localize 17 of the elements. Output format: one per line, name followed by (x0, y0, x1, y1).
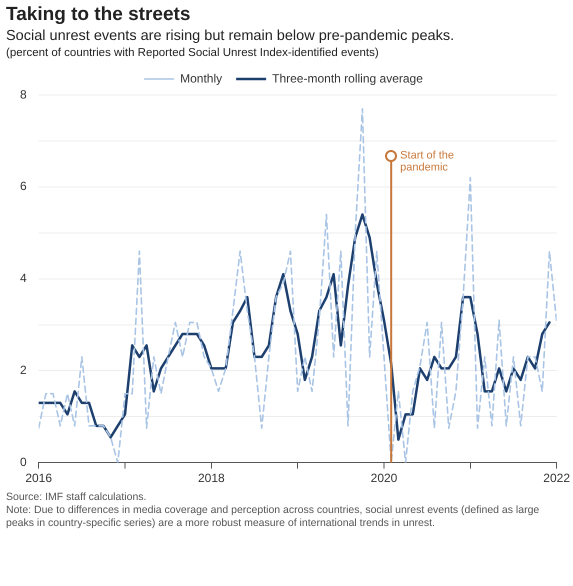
y-tick-label: 4 (20, 271, 27, 286)
x-tick-label: 2016 (25, 471, 52, 486)
y-tick-label: 0 (20, 454, 27, 469)
y-axis-title: (percent of countries with Reported Social Unrest Index-identified events) (6, 47, 380, 59)
y-tick-label: 8 (20, 87, 27, 102)
source-note: Source: IMF staff calculations. (6, 491, 148, 504)
text: Note: Due to differences in media coverage and perception across countries, social unrest events (defined as large peaks in country-specific series) are a more robust measure of international trends in unrest. (6, 504, 540, 530)
y-tick-label: 6 (20, 179, 27, 194)
chart-title: Taking to the streets (6, 4, 192, 26)
legend-label: Three-month rolling average (272, 71, 424, 86)
y-tick-label: 2 (20, 363, 27, 378)
legend-label: Monthly (180, 71, 222, 86)
x-tick-label: 2020 (370, 471, 398, 486)
chart-subtitle: Social unrest events are rising but remain below pre-pandemic peaks. (6, 28, 456, 44)
ref-line-label: Start of the pandemic (400, 150, 454, 174)
x-tick-label: 2018 (198, 471, 226, 486)
x-tick-label: 2022 (543, 471, 570, 486)
